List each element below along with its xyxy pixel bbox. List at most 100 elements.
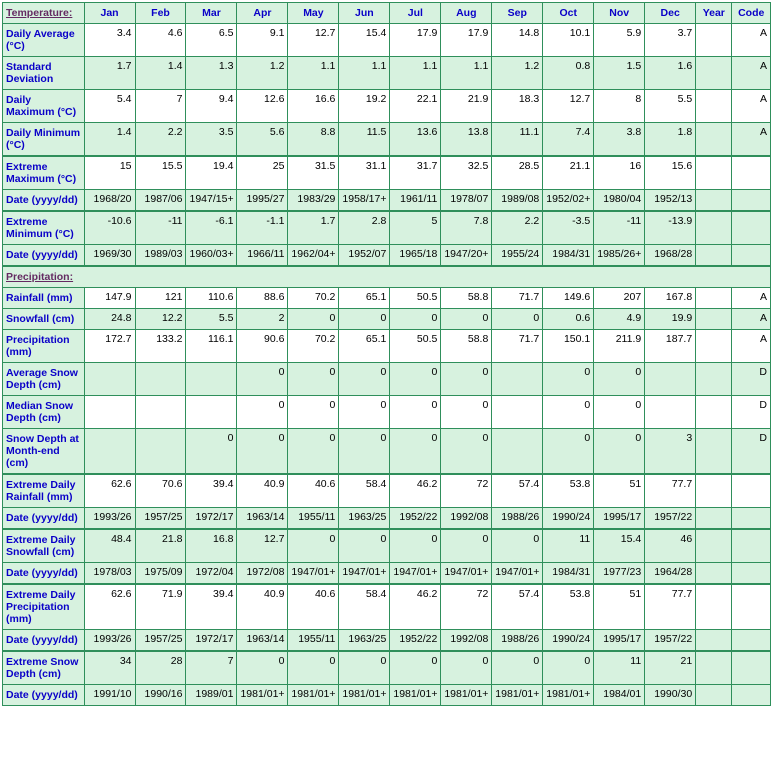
cell: 9.1 (237, 24, 288, 57)
cell: 1989/08 (492, 190, 543, 212)
cell: 3.4 (84, 24, 135, 57)
cell: 12.7 (237, 529, 288, 563)
cell: 1947/01+ (492, 563, 543, 585)
cell: 1985/26+ (594, 245, 645, 267)
cell: 39.4 (186, 474, 237, 508)
table-row: Extreme Minimum (°C)-10.6-11-6.1-1.11.72… (3, 211, 771, 245)
cell: 7 (186, 651, 237, 685)
cell: 32.5 (441, 156, 492, 190)
cell: 65.1 (339, 330, 390, 363)
cell: 21 (645, 651, 696, 685)
cell: 15.5 (135, 156, 186, 190)
header-sep: Sep (492, 3, 543, 24)
cell: 0 (339, 429, 390, 475)
cell: 0 (390, 651, 441, 685)
cell: 0 (441, 529, 492, 563)
table-row: Extreme Daily Snowfall (cm)48.421.816.81… (3, 529, 771, 563)
cell: 11 (594, 651, 645, 685)
cell (732, 563, 771, 585)
cell: 14.8 (492, 24, 543, 57)
cell: 1.6 (645, 57, 696, 90)
cell (696, 584, 732, 630)
cell: 1981/01+ (390, 685, 441, 706)
cell: A (732, 24, 771, 57)
cell: 1960/03+ (186, 245, 237, 267)
cell: 1955/24 (492, 245, 543, 267)
cell: 1987/06 (135, 190, 186, 212)
cell: -3.5 (543, 211, 594, 245)
cell: 0 (390, 396, 441, 429)
cell: 21.9 (441, 90, 492, 123)
cell: 1947/15+ (186, 190, 237, 212)
cell: 0 (594, 429, 645, 475)
cell: -10.6 (84, 211, 135, 245)
cell: 90.6 (237, 330, 288, 363)
cell: 16.8 (186, 529, 237, 563)
cell: 1962/04+ (288, 245, 339, 267)
cell: 1958/17+ (339, 190, 390, 212)
cell: 0 (237, 363, 288, 396)
cell: 1964/28 (645, 563, 696, 585)
cell (696, 288, 732, 309)
cell: 1947/01+ (288, 563, 339, 585)
cell: D (732, 429, 771, 475)
cell: 0 (543, 651, 594, 685)
table-row: Date (yyyy/dd)1991/101990/161989/011981/… (3, 685, 771, 706)
cell (696, 123, 732, 157)
cell: 1.4 (135, 57, 186, 90)
cell: 11.5 (339, 123, 390, 157)
cell: 77.7 (645, 584, 696, 630)
header-mar: Mar (186, 3, 237, 24)
cell: 17.9 (441, 24, 492, 57)
cell: 1988/26 (492, 630, 543, 652)
cell: -1.1 (237, 211, 288, 245)
cell: 57.4 (492, 474, 543, 508)
climate-table: Temperature: Jan Feb Mar Apr May Jun Jul… (2, 2, 771, 706)
row-label: Daily Average (°C) (3, 24, 85, 57)
table-row: Extreme Maximum (°C)1515.519.42531.531.1… (3, 156, 771, 190)
cell: 9.4 (186, 90, 237, 123)
cell: 1947/01+ (390, 563, 441, 585)
cell: 1957/22 (645, 508, 696, 530)
cell: A (732, 123, 771, 157)
cell (732, 508, 771, 530)
cell: 58.4 (339, 474, 390, 508)
header-jul: Jul (390, 3, 441, 24)
row-label: Daily Maximum (°C) (3, 90, 85, 123)
cell: 1952/02+ (543, 190, 594, 212)
cell: 1.1 (288, 57, 339, 90)
cell (696, 651, 732, 685)
cell: 0 (441, 651, 492, 685)
cell: 0 (339, 363, 390, 396)
header-row: Temperature: Jan Feb Mar Apr May Jun Jul… (3, 3, 771, 24)
cell: 1989/01 (186, 685, 237, 706)
row-label: Rainfall (mm) (3, 288, 85, 309)
cell: 65.1 (339, 288, 390, 309)
table-row: Precipitation (mm)172.7133.2116.190.670.… (3, 330, 771, 363)
cell (696, 211, 732, 245)
table-body: Daily Average (°C)3.44.66.59.112.715.417… (3, 24, 771, 706)
cell: 21.8 (135, 529, 186, 563)
header-feb: Feb (135, 3, 186, 24)
cell: 0 (186, 429, 237, 475)
cell: 0 (390, 309, 441, 330)
cell: A (732, 288, 771, 309)
cell (492, 429, 543, 475)
cell: 1965/18 (390, 245, 441, 267)
cell: 15 (84, 156, 135, 190)
table-row: Date (yyyy/dd)1969/301989/031960/03+1966… (3, 245, 771, 267)
cell: 0 (594, 363, 645, 396)
cell: 1.4 (84, 123, 135, 157)
cell: 1990/24 (543, 630, 594, 652)
cell: 1981/01+ (543, 685, 594, 706)
cell: 0 (441, 429, 492, 475)
cell (732, 156, 771, 190)
cell: 0 (237, 396, 288, 429)
cell: 0 (543, 429, 594, 475)
cell: 19.4 (186, 156, 237, 190)
cell (84, 363, 135, 396)
table-row: Date (yyyy/dd)1993/261957/251972/171963/… (3, 508, 771, 530)
cell: 0 (339, 651, 390, 685)
cell: A (732, 90, 771, 123)
table-row: Average Snow Depth (cm)0000000D (3, 363, 771, 396)
